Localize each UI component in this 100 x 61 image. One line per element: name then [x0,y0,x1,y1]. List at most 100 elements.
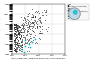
Point [16,28,17,29]
Point [26,42,27,43]
Point [36,20,38,21]
Point [19,38,20,39]
Point [34,24,35,25]
Point [27,23,29,24]
Point [14,32,16,33]
Point [38,12,40,13]
Point [23,22,24,23]
Point [21,28,22,29]
Point [17,32,19,33]
Point [34,38,36,39]
Point [28,25,29,26]
Point [17,25,18,26]
Point [24,30,25,31]
Point [34,31,35,32]
Point [18,34,20,35]
Point [42,26,43,27]
Point [17,45,18,46]
Point [41,14,43,15]
Point [30,41,32,42]
Point [20,25,22,26]
Point [24,39,26,40]
Point [31,16,33,17]
Point [19,37,20,38]
Point [15,49,16,50]
Point [38,26,40,27]
Point [16,35,17,36]
Point [14,46,16,47]
Point [17,47,18,48]
Point [18,25,19,26]
Point [29,12,30,13]
Point [24,37,26,38]
Point [21,45,23,46]
Point [22,28,23,29]
Point [27,46,29,47]
Point [13,27,15,28]
Point [13,24,15,25]
Point [28,26,29,27]
Point [18,50,20,51]
Point [14,41,16,42]
Point [17,39,19,40]
Point [36,42,38,43]
Point [27,50,28,51]
Point [24,42,25,43]
Point [16,27,17,28]
Point [14,33,16,34]
Point [27,35,28,36]
Point [17,32,19,33]
Point [14,41,15,42]
Point [13,43,15,44]
Point [27,40,28,41]
Point [26,30,28,31]
Point [32,26,34,27]
Point [40,21,42,22]
Point [16,41,18,42]
Point [34,27,35,28]
Point [31,26,32,27]
Point [29,46,31,47]
Point [23,51,24,52]
Point [16,44,18,45]
Point [13,32,15,33]
Point [13,25,15,26]
Point [18,45,19,46]
Point [34,20,35,21]
Point [31,22,32,23]
Point [14,45,16,46]
Point [16,43,18,44]
Point [14,39,16,40]
Point [14,39,16,40]
Point [17,25,18,26]
Point [18,32,20,33]
Point [16,29,17,30]
Point [27,16,29,17]
Point [32,31,34,32]
Point [34,15,36,16]
Point [14,30,16,31]
Point [14,41,16,42]
Point [14,33,15,34]
Point [15,43,17,44]
Point [26,32,28,33]
Point [34,16,36,17]
Point [17,46,19,47]
Point [36,28,38,29]
Point [38,32,40,33]
Point [19,39,20,40]
Point [36,27,38,28]
Point [22,29,24,30]
Point [21,45,23,46]
Point [46,30,48,31]
Point [31,27,33,28]
Point [18,25,19,26]
Point [22,27,24,28]
Point [22,25,23,26]
Point [16,34,18,35]
Point [16,36,18,37]
Point [28,38,30,39]
Point [22,25,23,26]
Point [18,32,20,33]
Point [27,21,28,22]
